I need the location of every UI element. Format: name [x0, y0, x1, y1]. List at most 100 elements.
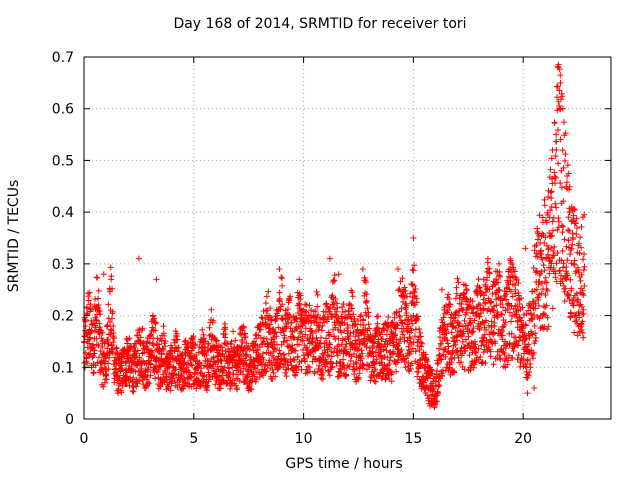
data-point: [314, 368, 321, 375]
data-point: [145, 379, 152, 386]
data-point: [234, 386, 241, 393]
data-point: [581, 263, 588, 270]
data-point: [553, 138, 560, 145]
data-point: [534, 253, 541, 260]
data-point: [136, 378, 143, 385]
data-point: [101, 340, 108, 347]
data-point: [506, 309, 513, 316]
data-point: [484, 255, 491, 262]
data-point: [136, 354, 143, 361]
data-point: [160, 323, 167, 330]
data-point: [483, 326, 490, 333]
data-point: [293, 318, 300, 325]
data-point: [162, 369, 169, 376]
data-point: [496, 287, 503, 294]
data-point: [578, 271, 585, 278]
data-point: [339, 304, 346, 311]
data-point: [331, 333, 338, 340]
data-point: [222, 331, 229, 338]
data-point: [338, 341, 345, 348]
data-point: [271, 338, 278, 345]
data-point: [554, 107, 561, 114]
data-point: [533, 267, 540, 274]
data-point: [162, 343, 169, 350]
data-point: [329, 313, 336, 320]
data-point: [144, 373, 151, 380]
data-point: [259, 350, 266, 357]
data-point: [580, 267, 587, 274]
data-point: [274, 366, 281, 373]
data-point: [576, 240, 583, 247]
data-point: [176, 381, 183, 388]
data-point: [549, 305, 556, 312]
data-point: [453, 290, 460, 297]
data-point: [548, 260, 555, 267]
data-point: [288, 319, 295, 326]
data-point: [90, 369, 97, 376]
data-point: [363, 298, 370, 305]
data-point: [531, 322, 538, 329]
data-point: [551, 243, 558, 250]
data-point: [326, 341, 333, 348]
data-point: [577, 277, 584, 284]
data-point: [398, 292, 405, 299]
data-point: [414, 313, 421, 320]
data-point: [84, 360, 91, 367]
data-point: [278, 274, 285, 281]
data-point: [334, 352, 341, 359]
data-point: [81, 332, 88, 339]
data-point: [90, 370, 97, 377]
data-point: [535, 294, 542, 301]
data-point: [396, 313, 403, 320]
data-point: [452, 325, 459, 332]
data-point: [264, 340, 271, 347]
data-point: [313, 288, 320, 295]
data-point: [560, 198, 567, 205]
data-point: [570, 294, 577, 301]
data-point: [311, 356, 318, 363]
data-point: [123, 335, 130, 342]
data-point: [383, 347, 390, 354]
data-point: [335, 271, 342, 278]
data-point: [260, 372, 267, 379]
data-point: [510, 347, 517, 354]
data-point: [397, 348, 404, 355]
data-point: [205, 340, 212, 347]
data-point: [548, 195, 555, 202]
data-point: [269, 376, 276, 383]
data-point: [263, 293, 270, 300]
data-point: [162, 338, 169, 345]
data-point: [296, 341, 303, 348]
data-point: [446, 296, 453, 303]
data-point: [363, 291, 370, 298]
data-point: [424, 358, 431, 365]
data-point: [229, 364, 236, 371]
y-tick-label: 0.5: [52, 153, 74, 169]
data-point: [393, 368, 400, 375]
data-point: [536, 315, 543, 322]
data-point: [88, 327, 95, 334]
data-point: [579, 287, 586, 294]
data-point: [530, 349, 537, 356]
data-point: [156, 355, 163, 362]
data-point: [394, 322, 401, 329]
data-point: [360, 322, 367, 329]
data-point: [480, 335, 487, 342]
y-tick-label: 0.4: [52, 205, 74, 221]
data-point: [362, 340, 369, 347]
data-point: [364, 305, 371, 312]
data-point: [564, 162, 571, 169]
data-point: [578, 326, 585, 333]
data-point: [557, 72, 564, 79]
data-point: [105, 301, 112, 308]
data-point: [108, 273, 115, 280]
data-point: [394, 359, 401, 366]
data-point: [532, 300, 539, 307]
data-point: [581, 211, 588, 218]
data-point: [466, 352, 473, 359]
data-point: [486, 286, 493, 293]
data-point: [575, 308, 582, 315]
data-point: [307, 368, 314, 375]
data-point: [563, 243, 570, 250]
data-point: [138, 365, 145, 372]
